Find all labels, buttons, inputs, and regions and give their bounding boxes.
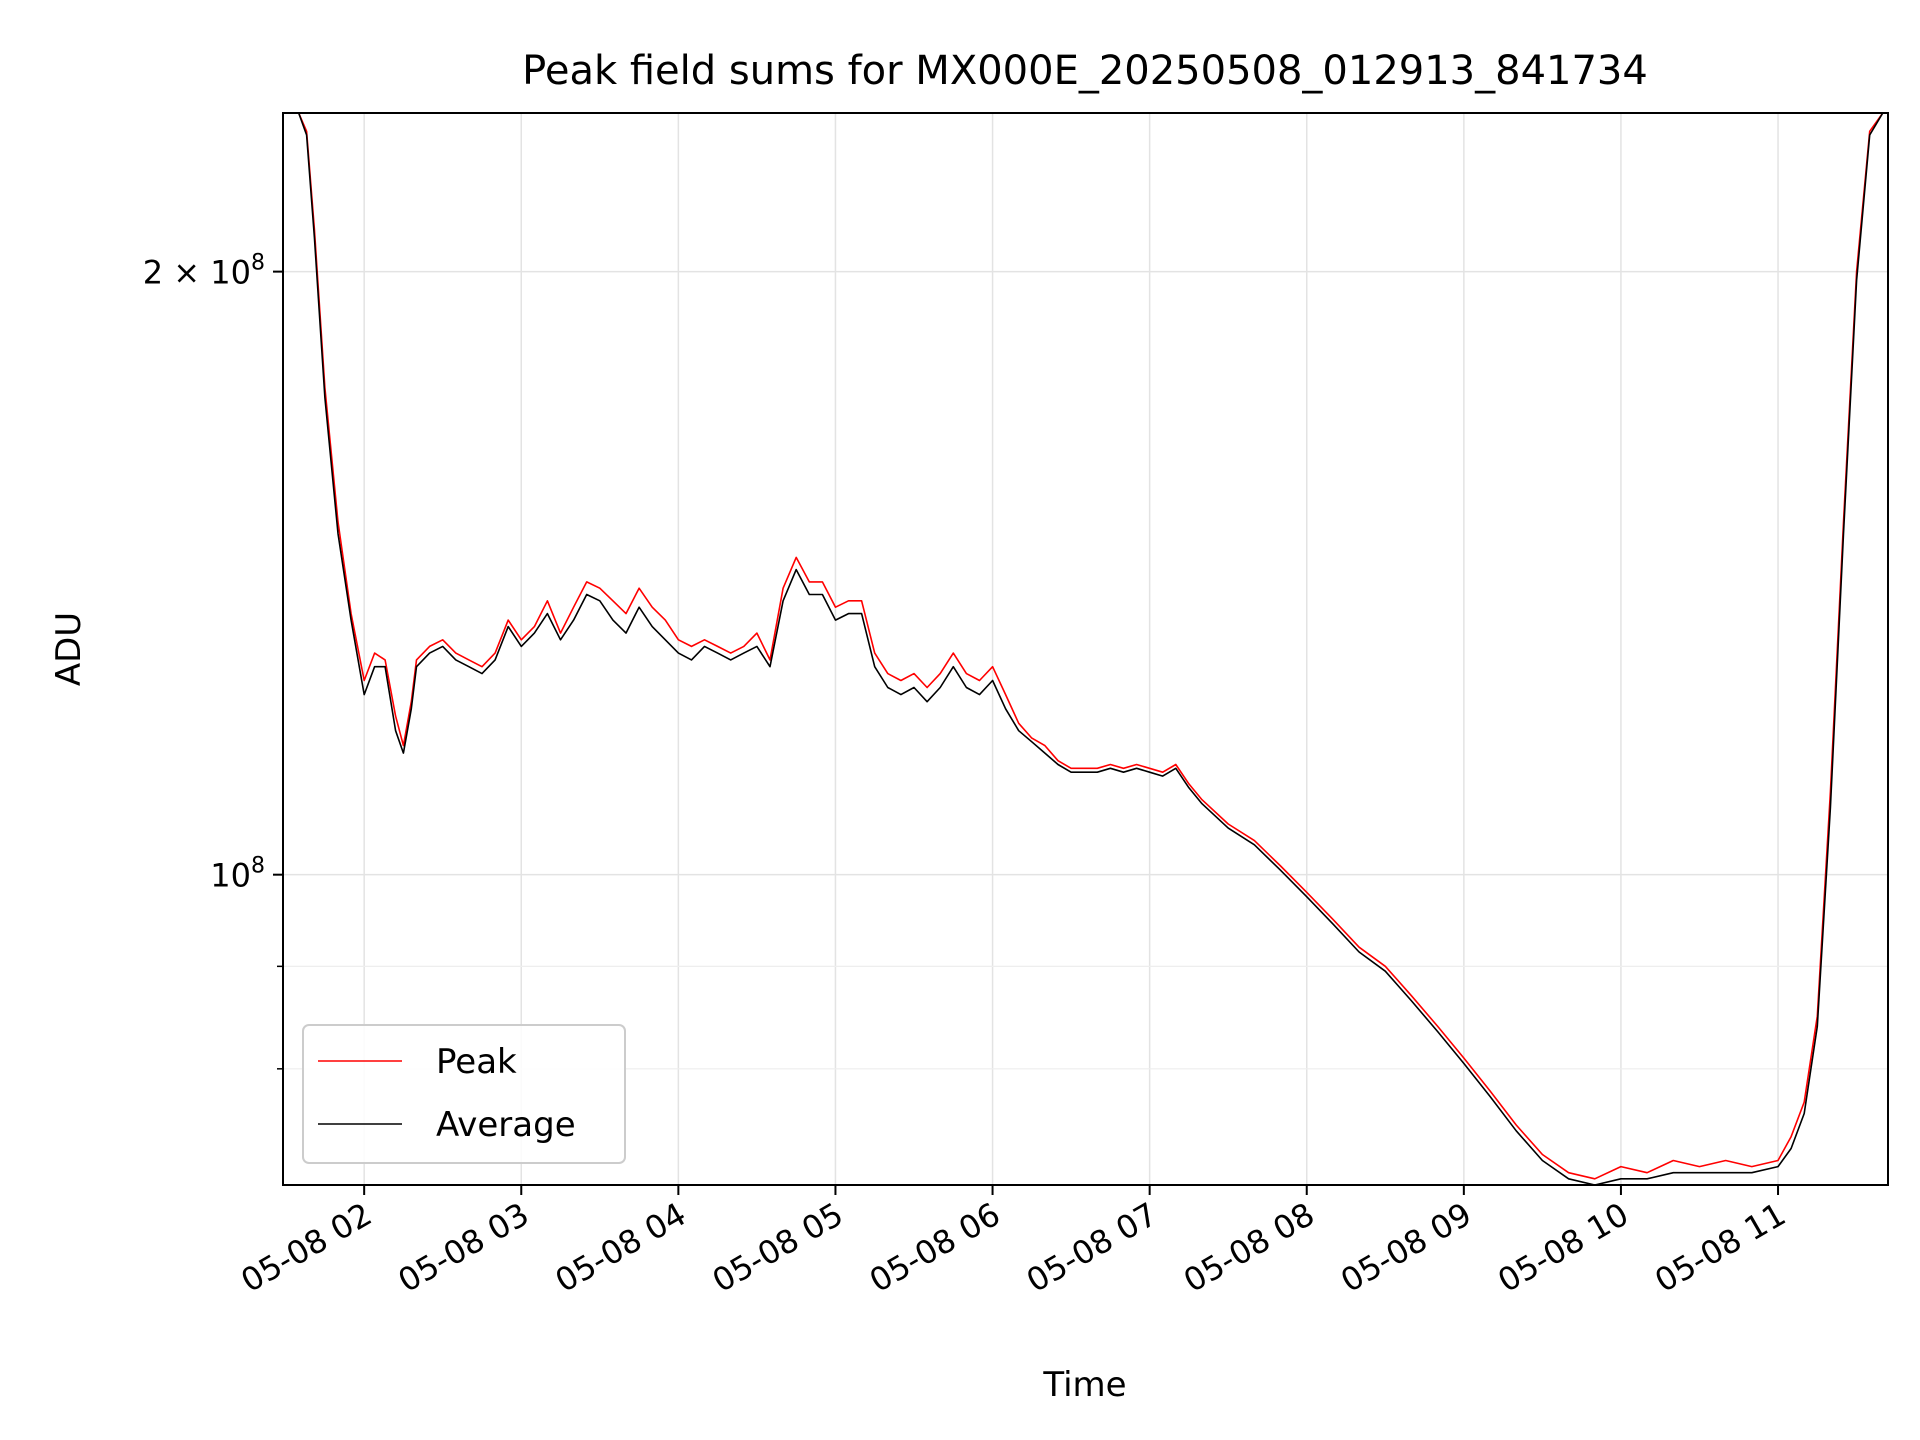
y-tick-label-base: 2 × 10 bbox=[143, 254, 251, 292]
chart-title: Peak field sums for MX000E_20250508_0129… bbox=[522, 48, 1648, 94]
plot-frame bbox=[282, 112, 1889, 1186]
y-tick-label-base: 10 bbox=[210, 857, 251, 895]
grid bbox=[283, 113, 1888, 1185]
y-tick-label-exp: 8 bbox=[251, 854, 265, 879]
x-axis-label: Time bbox=[1042, 1365, 1126, 1405]
y-tick-label: 108 bbox=[210, 854, 265, 895]
y-tick-label-exp: 8 bbox=[251, 251, 265, 276]
series-line-average bbox=[283, 113, 1884, 1185]
y-axis-label: ADU bbox=[49, 612, 89, 686]
legend-label-peak: Peak bbox=[436, 1042, 517, 1082]
series-line-peak bbox=[283, 113, 1884, 1180]
y-tick-label: 2 × 108 bbox=[143, 251, 265, 292]
legend: Peak Average bbox=[302, 1024, 626, 1164]
legend-box bbox=[302, 1024, 626, 1164]
legend-label-average: Average bbox=[436, 1105, 576, 1145]
series-layer bbox=[283, 113, 1884, 1185]
